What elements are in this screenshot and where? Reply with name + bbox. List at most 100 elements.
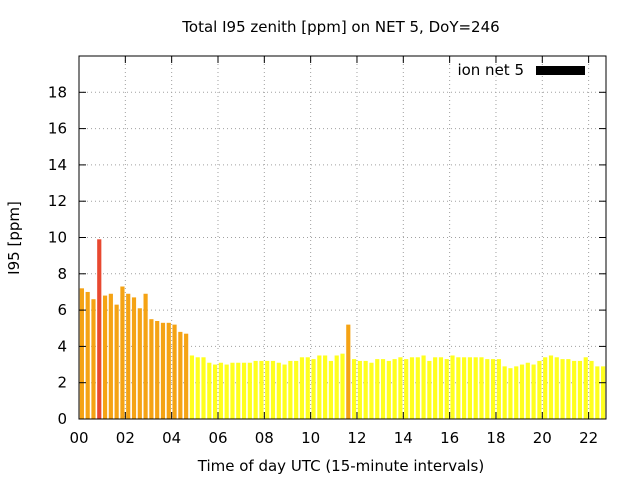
bar (265, 360, 270, 419)
bar (380, 359, 386, 419)
bar (409, 357, 415, 419)
bar (218, 362, 223, 419)
bar (473, 357, 478, 419)
y-tick-label: 12 (48, 192, 67, 210)
x-tick-label: 06 (208, 429, 227, 447)
bar (236, 362, 241, 419)
bar (160, 322, 166, 419)
bar (392, 359, 397, 419)
bar (230, 362, 235, 419)
bar (253, 360, 258, 419)
bar (79, 288, 84, 419)
bar (496, 359, 501, 419)
bar (299, 357, 305, 419)
bar (583, 357, 588, 419)
x-tick-label: 02 (116, 429, 135, 447)
bar (143, 293, 148, 419)
x-tick-label: 04 (162, 429, 181, 447)
bar (572, 360, 577, 419)
bar (352, 359, 357, 419)
bar (120, 286, 125, 419)
bar (514, 366, 519, 419)
bar (589, 360, 594, 419)
bar (519, 364, 525, 419)
bar (490, 359, 496, 419)
bar (595, 366, 600, 419)
x-tick-label: 16 (440, 429, 459, 447)
bar (421, 355, 426, 419)
x-tick-label: 20 (533, 429, 552, 447)
axis-ticks (78, 56, 606, 420)
bar (102, 295, 108, 419)
bar (201, 357, 206, 419)
x-tick-label: 00 (69, 429, 88, 447)
bar (172, 324, 177, 419)
bar (241, 362, 247, 419)
bar (155, 320, 160, 419)
bar (415, 357, 420, 419)
bar (166, 322, 171, 419)
bar (357, 360, 362, 419)
bar (184, 333, 189, 419)
bar (363, 360, 368, 419)
y-axis-label: I95 [ppm] (5, 201, 23, 275)
y-tick-label: 16 (48, 120, 67, 138)
bar (328, 360, 333, 419)
x-tick-label: 12 (347, 429, 366, 447)
bar (189, 355, 195, 419)
bar (398, 357, 403, 419)
bar (247, 362, 252, 419)
bar (224, 364, 229, 419)
bar (485, 359, 490, 419)
bar (577, 360, 583, 419)
bar (213, 364, 218, 419)
bar (195, 357, 200, 419)
bar (282, 364, 287, 419)
bar (566, 359, 571, 419)
bar (131, 297, 137, 419)
bar (427, 360, 432, 419)
bar (456, 357, 461, 419)
y-tick-label: 14 (48, 156, 67, 174)
bar (537, 360, 542, 419)
bar (467, 357, 472, 419)
bar (601, 366, 606, 419)
y-tick-label: 0 (57, 410, 67, 428)
bar (554, 357, 559, 419)
y-tick-label: 10 (48, 229, 67, 247)
bar (126, 293, 131, 419)
bar (340, 353, 345, 419)
y-tick-label: 8 (57, 265, 67, 283)
legend: ion net 5 (457, 61, 585, 79)
bar (288, 360, 293, 419)
bar-series (79, 239, 606, 419)
x-tick-label: 18 (486, 429, 505, 447)
y-tick-label: 2 (57, 374, 67, 392)
x-axis-label: Time of day UTC (15-minute intervals) (197, 457, 484, 475)
y-tick-label: 4 (57, 337, 67, 355)
bar (305, 357, 310, 419)
bar (114, 304, 119, 419)
bar (97, 239, 102, 419)
bar (531, 364, 536, 419)
bar (276, 362, 281, 419)
legend-swatch (536, 66, 585, 75)
bar (137, 308, 142, 419)
x-tick-label: 08 (255, 429, 274, 447)
bar (207, 362, 212, 419)
y-tick-label: 18 (48, 83, 67, 101)
bar (433, 357, 438, 419)
bar (259, 360, 264, 419)
bar (560, 359, 565, 419)
bar (91, 299, 96, 419)
bar (270, 360, 276, 419)
bar (479, 357, 484, 419)
bar (386, 360, 391, 419)
x-tick-label: 10 (301, 429, 320, 447)
bar (108, 293, 113, 419)
bar (369, 362, 374, 419)
bar (543, 357, 548, 419)
bar (294, 360, 299, 419)
bar (438, 357, 444, 419)
